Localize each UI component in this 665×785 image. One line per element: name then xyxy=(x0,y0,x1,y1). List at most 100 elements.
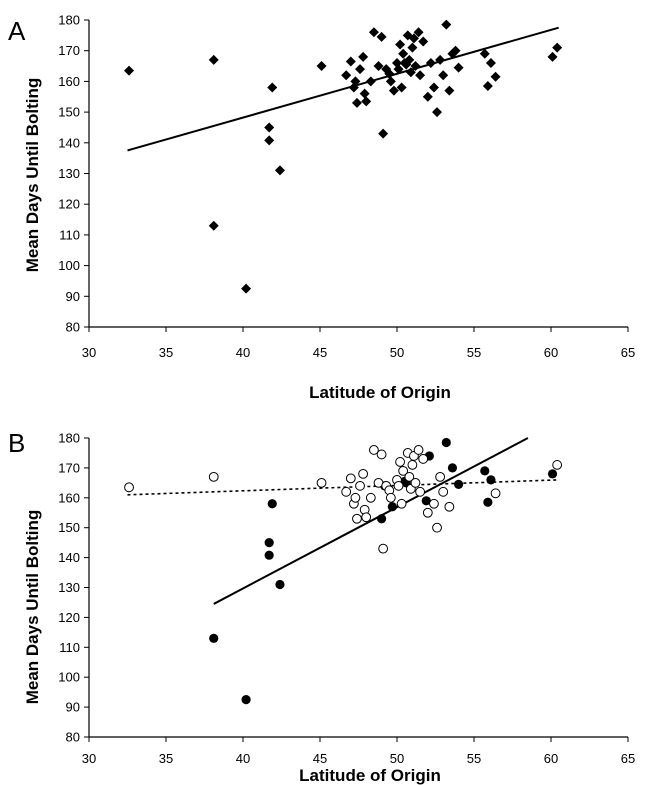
x-tick-label: 30 xyxy=(82,345,96,360)
y-tick-label: 90 xyxy=(66,289,80,304)
panel-label-b: B xyxy=(8,428,25,458)
data-point-diamond xyxy=(341,70,351,80)
x-tick-label: 45 xyxy=(313,751,327,766)
panel-a: A Mean Days Until Bolting Latitude of Or… xyxy=(8,13,635,403)
data-point-diamond xyxy=(395,40,405,50)
data-point-open xyxy=(386,493,395,502)
trendlines-a xyxy=(128,28,559,151)
y-tick-label: 160 xyxy=(58,74,80,89)
data-point-diamond xyxy=(491,72,501,82)
data-point-open xyxy=(439,487,448,496)
y-tick-label: 180 xyxy=(58,13,80,28)
data-point-diamond xyxy=(352,98,362,108)
x-tick-label: 50 xyxy=(390,345,404,360)
data-point-filled xyxy=(265,538,274,547)
y-ticks-a: 8090100110120130140150160170180 xyxy=(58,13,89,335)
y-tick-label: 80 xyxy=(66,730,80,745)
y-tick-label: 110 xyxy=(59,640,80,655)
data-point-filled xyxy=(454,480,463,489)
y-tick-label: 90 xyxy=(66,700,80,715)
x-tick-label: 35 xyxy=(159,751,173,766)
data-point-open xyxy=(394,481,403,490)
data-point-open xyxy=(430,499,439,508)
y-tick-label: 140 xyxy=(58,135,80,150)
data-point-diamond xyxy=(454,63,464,73)
x-tick-label: 65 xyxy=(621,345,635,360)
y-tick-label: 120 xyxy=(58,610,80,625)
x-tick-label: 35 xyxy=(159,345,173,360)
y-tick-label: 170 xyxy=(58,460,80,475)
data-point-filled xyxy=(486,475,495,484)
data-point-open xyxy=(317,478,326,487)
data-point-diamond xyxy=(369,27,379,37)
data-point-diamond xyxy=(264,135,274,145)
data-point-filled xyxy=(448,463,457,472)
data-point-diamond xyxy=(355,64,365,74)
data-point-filled xyxy=(442,438,451,447)
data-point-open xyxy=(397,499,406,508)
data-point-open xyxy=(553,461,562,470)
x-tick-label: 60 xyxy=(544,751,558,766)
data-point-filled xyxy=(377,514,386,523)
data-point-diamond xyxy=(432,107,442,117)
x-tick-label: 55 xyxy=(467,751,481,766)
data-point-open xyxy=(411,478,420,487)
y-tick-label: 130 xyxy=(58,580,80,595)
x-axis-title-a: Latitude of Origin xyxy=(309,383,451,402)
data-point-diamond xyxy=(378,129,388,139)
data-point-diamond xyxy=(346,56,356,66)
data-point-filled xyxy=(548,469,557,478)
data-point-open xyxy=(356,481,365,490)
data-point-open xyxy=(125,483,134,492)
data-point-open xyxy=(379,544,388,553)
data-point-diamond xyxy=(418,36,428,46)
points-a xyxy=(124,20,562,294)
y-tick-label: 160 xyxy=(58,490,80,505)
trendline-solid xyxy=(214,438,528,604)
y-tick-label: 150 xyxy=(58,520,80,535)
data-point-filled xyxy=(480,466,489,475)
data-point-diamond xyxy=(441,20,451,30)
x-ticks-b: 30 35 40 45 50 55 60 65 xyxy=(82,737,635,766)
y-tick-label: 180 xyxy=(58,431,80,446)
x-tick-label: 45 xyxy=(313,345,327,360)
y-tick-label: 100 xyxy=(58,670,80,685)
y-tick-label: 100 xyxy=(58,258,80,273)
data-point-filled xyxy=(209,634,218,643)
data-point-diamond xyxy=(366,76,376,86)
data-point-filled xyxy=(241,695,250,704)
data-point-diamond xyxy=(264,122,274,132)
x-tick-label: 50 xyxy=(390,751,404,766)
data-point-open xyxy=(419,455,428,464)
x-ticks-a: 30 35 40 45 50 55 60 65 xyxy=(82,327,635,360)
y-tick-label: 170 xyxy=(58,43,80,58)
points-b xyxy=(125,438,562,704)
data-point-open xyxy=(414,446,423,455)
data-point-open xyxy=(359,469,368,478)
data-point-diamond xyxy=(407,43,417,53)
data-point-open xyxy=(491,489,500,498)
data-point-diamond xyxy=(552,43,562,53)
data-point-diamond xyxy=(209,221,219,231)
x-tick-label: 40 xyxy=(236,345,250,360)
data-point-open xyxy=(433,523,442,532)
data-point-open xyxy=(353,514,362,523)
data-point-diamond xyxy=(415,70,425,80)
data-point-open xyxy=(366,493,375,502)
data-point-open xyxy=(351,493,360,502)
data-point-diamond xyxy=(275,165,285,175)
y-ticks-b: 80 90 100 110 120 130 140 150 160 170 180 xyxy=(58,431,89,745)
y-tick-label: 130 xyxy=(58,166,80,181)
y-tick-label: 110 xyxy=(59,227,80,242)
x-axis-title-b: Latitude of Origin xyxy=(299,766,441,785)
data-point-open xyxy=(209,472,218,481)
data-point-diamond xyxy=(267,83,277,93)
data-point-open xyxy=(342,487,351,496)
data-point-open xyxy=(423,508,432,517)
data-point-filled xyxy=(268,499,277,508)
y-axis-title-a: Mean Days Until Bolting xyxy=(23,78,42,273)
data-point-diamond xyxy=(483,81,493,91)
x-tick-label: 40 xyxy=(236,751,250,766)
data-point-diamond xyxy=(241,284,251,294)
